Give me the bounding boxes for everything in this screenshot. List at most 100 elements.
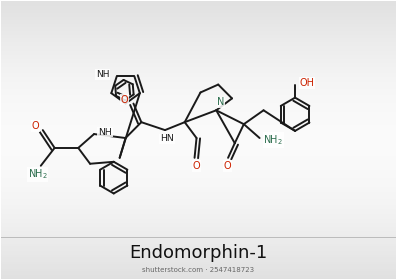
- Bar: [1, 97, 396, 98]
- Bar: [1, 146, 396, 147]
- Text: O: O: [121, 95, 129, 105]
- Bar: [1, 202, 396, 204]
- Bar: [1, 164, 396, 165]
- Bar: [1, 92, 396, 93]
- Bar: [1, 254, 396, 255]
- Bar: [1, 266, 396, 267]
- Bar: [1, 215, 396, 216]
- Bar: [1, 147, 396, 148]
- Bar: [1, 8, 396, 10]
- Bar: [1, 186, 396, 187]
- Bar: [1, 218, 396, 219]
- Text: O: O: [224, 161, 231, 171]
- Bar: [1, 172, 396, 173]
- Bar: [1, 225, 396, 226]
- Bar: [1, 139, 396, 140]
- Bar: [1, 86, 396, 87]
- Bar: [1, 48, 396, 50]
- Bar: [1, 276, 396, 277]
- Bar: [1, 6, 396, 7]
- Bar: [1, 251, 396, 252]
- Bar: [1, 176, 396, 178]
- Bar: [1, 178, 396, 179]
- Bar: [1, 96, 396, 97]
- Bar: [1, 230, 396, 232]
- Bar: [1, 130, 396, 132]
- Bar: [1, 93, 396, 94]
- Text: NH$_2$: NH$_2$: [28, 167, 48, 181]
- Bar: [1, 150, 396, 151]
- Bar: [1, 36, 396, 38]
- Bar: [1, 62, 396, 64]
- Bar: [1, 220, 396, 222]
- Bar: [1, 248, 396, 249]
- Bar: [1, 108, 396, 109]
- Bar: [1, 64, 396, 65]
- Bar: [1, 28, 396, 29]
- Bar: [1, 129, 396, 130]
- Bar: [1, 148, 396, 150]
- Bar: [1, 158, 396, 159]
- Bar: [1, 269, 396, 270]
- Bar: [1, 72, 396, 73]
- Bar: [1, 40, 396, 42]
- Bar: [1, 162, 396, 164]
- Bar: [1, 15, 396, 17]
- Bar: [1, 121, 396, 122]
- Bar: [1, 154, 396, 155]
- Bar: [1, 51, 396, 53]
- Bar: [1, 119, 396, 121]
- Bar: [1, 21, 396, 22]
- Bar: [1, 232, 396, 233]
- Bar: [1, 82, 396, 83]
- Bar: [1, 118, 396, 119]
- Bar: [1, 183, 396, 184]
- Bar: [1, 46, 396, 47]
- Bar: [1, 244, 396, 245]
- Text: O: O: [32, 121, 39, 131]
- Bar: [1, 115, 396, 116]
- Bar: [1, 173, 396, 175]
- Bar: [1, 54, 396, 55]
- Bar: [1, 112, 396, 114]
- Bar: [1, 273, 396, 274]
- Bar: [1, 55, 396, 57]
- Bar: [1, 169, 396, 171]
- Bar: [1, 18, 396, 19]
- Bar: [1, 267, 396, 269]
- Bar: [1, 87, 396, 89]
- Bar: [1, 32, 396, 33]
- Bar: [1, 89, 396, 90]
- Bar: [1, 43, 396, 44]
- Bar: [1, 238, 396, 240]
- Bar: [1, 161, 396, 162]
- Bar: [1, 144, 396, 146]
- Bar: [1, 195, 396, 197]
- Bar: [1, 57, 396, 58]
- Bar: [1, 98, 396, 100]
- Bar: [1, 258, 396, 259]
- Bar: [1, 107, 396, 108]
- Bar: [1, 17, 396, 18]
- Bar: [1, 85, 396, 86]
- Bar: [1, 4, 396, 6]
- Bar: [1, 100, 396, 101]
- Bar: [1, 11, 396, 13]
- Text: NH$_2$: NH$_2$: [264, 133, 283, 147]
- Bar: [1, 213, 396, 215]
- Bar: [1, 157, 396, 158]
- Bar: [1, 136, 396, 137]
- Text: N: N: [217, 97, 225, 107]
- Bar: [1, 233, 396, 234]
- Bar: [1, 126, 396, 127]
- Bar: [1, 241, 396, 242]
- Bar: [1, 44, 396, 46]
- Bar: [1, 205, 396, 207]
- Bar: [1, 3, 396, 4]
- Bar: [1, 83, 396, 85]
- Bar: [1, 104, 396, 105]
- Bar: [1, 80, 396, 82]
- Bar: [1, 200, 396, 201]
- Bar: [1, 53, 396, 54]
- Bar: [1, 259, 396, 261]
